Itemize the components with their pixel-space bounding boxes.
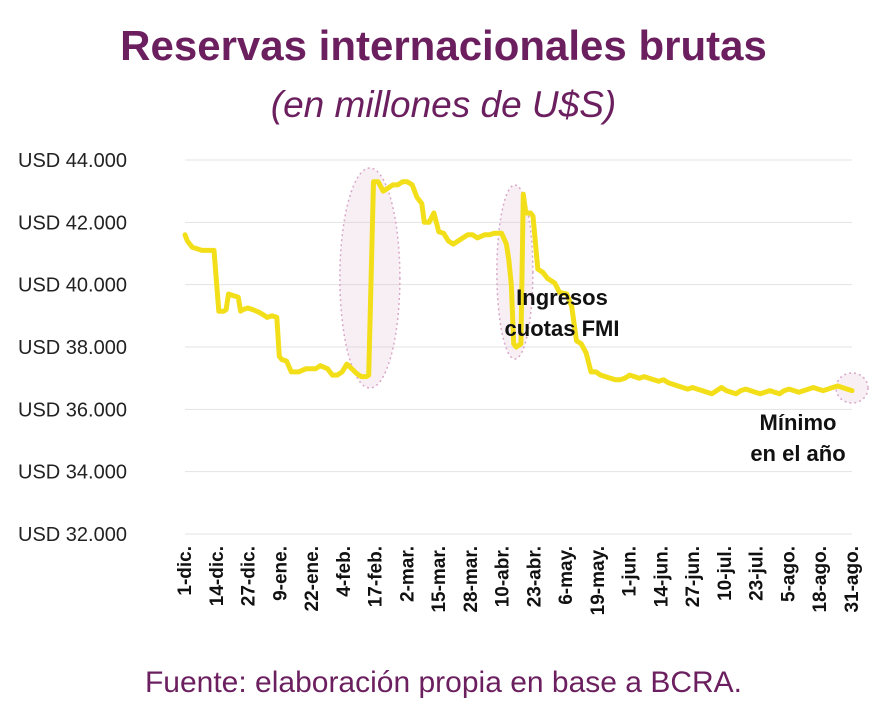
x-tick-label: 22-ene. bbox=[302, 546, 323, 611]
y-axis-ticks: USD 44.000 USD 42.000 USD 40.000 USD 38.000… bbox=[18, 150, 127, 546]
series-line-reservas bbox=[182, 179, 855, 397]
chart-subtitle: (en millones de U$S) bbox=[270, 84, 617, 125]
gridlines bbox=[185, 159, 852, 535]
x-tick-label: 15-mar. bbox=[429, 546, 450, 613]
y-tick-label: USD 38.000 bbox=[18, 337, 127, 359]
x-tick-label: 18-ago. bbox=[810, 546, 831, 613]
annotation-text: Ingresos bbox=[516, 285, 608, 310]
x-tick-label: 19-may. bbox=[588, 546, 609, 615]
y-tick-label: USD 32.000 bbox=[18, 524, 127, 546]
x-tick-label: 1-dic. bbox=[175, 546, 196, 596]
x-tick-label: 28-mar. bbox=[461, 546, 482, 613]
x-tick-label: 10-jul. bbox=[715, 546, 736, 601]
x-tick-label: 4-feb. bbox=[334, 546, 355, 597]
x-tick-label: 5-ago. bbox=[778, 546, 799, 602]
x-tick-label: 31-ago. bbox=[842, 546, 863, 613]
source-note: Fuente: elaboración propia en base a BCR… bbox=[144, 666, 743, 699]
x-tick-label: 27-jun. bbox=[683, 546, 704, 607]
x-tick-label: 23-jul. bbox=[747, 546, 768, 601]
x-tick-label: 14-jun. bbox=[651, 546, 672, 607]
x-tick-label: 17-feb. bbox=[366, 546, 387, 607]
chart-title: Reservas internacionales brutas bbox=[120, 22, 767, 69]
annotation-text: Mínimo bbox=[760, 410, 837, 435]
y-tick-label: USD 44.000 bbox=[18, 150, 127, 172]
x-tick-label: 23-abr. bbox=[524, 546, 545, 607]
x-tick-label: 1-jun. bbox=[620, 546, 641, 597]
x-tick-label: 14-dic. bbox=[207, 546, 228, 606]
y-tick-label: USD 40.000 bbox=[18, 275, 127, 297]
annotations: Ingresos cuotas FMI Mínimo en el año bbox=[505, 285, 846, 466]
y-tick-label: USD 42.000 bbox=[18, 212, 127, 234]
annotation-text: en el año bbox=[750, 441, 845, 466]
annotation-text: cuotas FMI bbox=[505, 316, 620, 341]
x-tick-label: 9-ene. bbox=[270, 546, 291, 601]
y-tick-label: USD 36.000 bbox=[18, 399, 127, 421]
y-tick-label: USD 34.000 bbox=[18, 462, 127, 484]
x-axis-ticks: 1-dic. 14-dic. 27-dic. 9-ene. 22-ene. 4-feb. 1… bbox=[175, 546, 863, 615]
series-layer bbox=[182, 179, 855, 397]
x-tick-label: 10-abr. bbox=[493, 546, 514, 607]
x-tick-label: 27-dic. bbox=[239, 546, 260, 606]
x-tick-label: 6-may. bbox=[556, 546, 577, 605]
x-tick-label: 2-mar. bbox=[397, 546, 418, 602]
